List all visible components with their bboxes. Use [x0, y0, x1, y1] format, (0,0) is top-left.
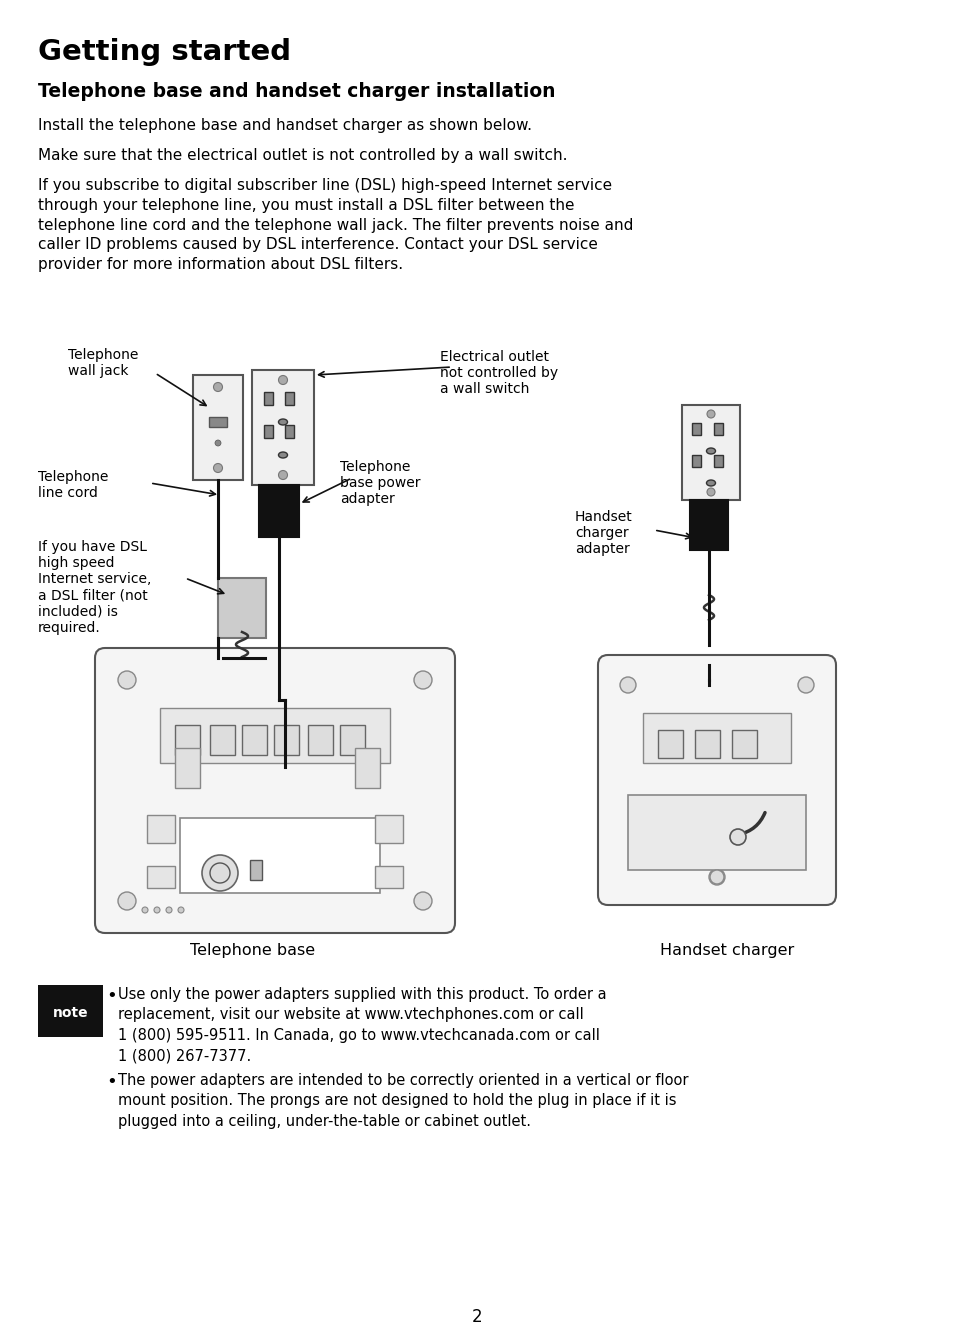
Circle shape — [708, 868, 724, 884]
Bar — [285, 425, 294, 438]
Bar — [375, 866, 402, 888]
Circle shape — [414, 892, 432, 910]
Bar — [274, 725, 298, 755]
Bar — [174, 748, 200, 788]
Circle shape — [213, 382, 222, 391]
Circle shape — [278, 375, 287, 385]
Circle shape — [414, 671, 432, 689]
FancyBboxPatch shape — [598, 655, 835, 904]
Ellipse shape — [706, 480, 715, 486]
Text: Handset charger: Handset charger — [659, 943, 794, 958]
Bar — [713, 456, 722, 468]
Bar — [264, 425, 273, 438]
Text: note: note — [52, 1006, 89, 1019]
Circle shape — [706, 488, 714, 496]
Bar — [250, 860, 262, 880]
Circle shape — [619, 677, 636, 693]
Bar — [689, 500, 727, 550]
Bar — [681, 405, 740, 500]
Bar — [147, 815, 174, 843]
Bar — [375, 815, 402, 843]
Text: Use only the power adapters supplied with this product. To order a
replacement, : Use only the power adapters supplied wit… — [118, 987, 606, 1063]
Bar — [285, 391, 294, 405]
Circle shape — [118, 671, 136, 689]
Ellipse shape — [706, 448, 715, 454]
Circle shape — [797, 677, 813, 693]
Bar — [642, 713, 790, 763]
Text: •: • — [106, 987, 116, 1005]
Bar — [252, 370, 314, 485]
Bar — [180, 818, 379, 892]
Bar — [691, 456, 700, 468]
Circle shape — [142, 907, 148, 912]
Bar — [174, 725, 200, 755]
Text: Electrical outlet
not controlled by
a wall switch: Electrical outlet not controlled by a wa… — [439, 350, 558, 397]
Text: 2: 2 — [471, 1308, 482, 1327]
Bar — [242, 725, 267, 755]
Text: Make sure that the electrical outlet is not controlled by a wall switch.: Make sure that the electrical outlet is … — [38, 148, 567, 163]
Bar — [147, 866, 174, 888]
Circle shape — [213, 464, 222, 473]
Text: Telephone base and handset charger installation: Telephone base and handset charger insta… — [38, 81, 555, 102]
Bar — [713, 424, 722, 436]
Bar — [160, 708, 390, 763]
Bar — [210, 725, 234, 755]
Text: Telephone
line cord: Telephone line cord — [38, 470, 109, 500]
Bar — [308, 725, 333, 755]
Text: Telephone
wall jack: Telephone wall jack — [68, 347, 138, 378]
Bar — [193, 375, 243, 480]
Text: Handset
charger
adapter: Handset charger adapter — [575, 510, 632, 556]
Bar — [355, 748, 379, 788]
Bar — [731, 729, 757, 758]
Text: Telephone
base power
adapter: Telephone base power adapter — [339, 460, 420, 506]
Bar — [658, 729, 682, 758]
Circle shape — [706, 410, 714, 418]
FancyArrowPatch shape — [738, 812, 764, 835]
Text: Telephone base: Telephone base — [190, 943, 314, 958]
Circle shape — [118, 892, 136, 910]
Ellipse shape — [278, 452, 287, 458]
Bar — [339, 725, 365, 755]
Circle shape — [178, 907, 184, 912]
Text: If you have DSL
high speed
Internet service,
a DSL filter (not
included) is
requ: If you have DSL high speed Internet serv… — [38, 540, 152, 635]
Bar — [38, 985, 103, 1037]
Bar — [209, 417, 227, 428]
Bar — [691, 424, 700, 436]
Circle shape — [153, 907, 160, 912]
Bar — [258, 485, 298, 537]
Circle shape — [709, 870, 723, 884]
Ellipse shape — [278, 420, 287, 425]
Circle shape — [166, 907, 172, 912]
Circle shape — [210, 863, 230, 883]
Bar — [218, 578, 266, 639]
Bar — [627, 795, 805, 870]
Circle shape — [278, 470, 287, 480]
Bar — [695, 729, 720, 758]
Circle shape — [202, 855, 237, 891]
Circle shape — [214, 440, 221, 446]
Text: Install the telephone base and handset charger as shown below.: Install the telephone base and handset c… — [38, 118, 532, 134]
Text: The power adapters are intended to be correctly oriented in a vertical or floor
: The power adapters are intended to be co… — [118, 1073, 688, 1129]
FancyBboxPatch shape — [95, 648, 455, 933]
Text: Getting started: Getting started — [38, 37, 291, 65]
Bar — [264, 391, 273, 405]
Text: If you subscribe to digital subscriber line (DSL) high-speed Internet service
th: If you subscribe to digital subscriber l… — [38, 178, 633, 273]
Text: •: • — [106, 1073, 116, 1092]
Circle shape — [729, 830, 745, 844]
